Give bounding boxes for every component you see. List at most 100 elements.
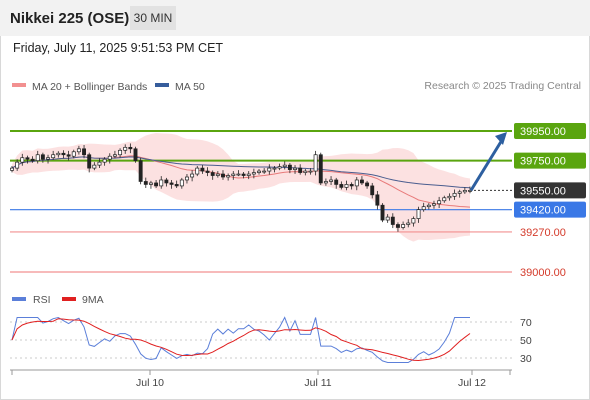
candle-body: [210, 172, 215, 176]
candle-body: [118, 149, 123, 156]
candle-body: [293, 167, 297, 170]
candle-body: [390, 216, 395, 225]
candle-body: [71, 151, 76, 157]
candle-body: [272, 167, 277, 170]
candle-body: [262, 170, 267, 173]
level-label-39270: 39270.00: [520, 227, 566, 239]
candle-body: [452, 192, 457, 197]
candle-body: [426, 204, 431, 208]
research-credit: Research © 2025 Trading Central: [424, 80, 581, 92]
candle-body: [344, 184, 349, 188]
candle-body: [318, 154, 323, 184]
candle-body: [329, 179, 334, 182]
candle-body: [25, 157, 30, 160]
candle-body: [277, 166, 282, 169]
candle-body: [437, 200, 442, 205]
candle-body: [323, 181, 328, 184]
header-bar: Nikkei 225 (OSE) 30 MIN: [0, 0, 590, 36]
candle-body: [148, 182, 153, 185]
legend-label-ma50: MA 50: [175, 81, 205, 93]
timestamp: Friday, July 11, 2025 9:51:53 PM CET: [13, 41, 224, 55]
candle-body: [246, 173, 251, 176]
legend-label-ma20: MA 20 + Bollinger Bands: [32, 81, 147, 93]
legend-label-rsi: RSI: [33, 294, 51, 306]
level-label-39420-bg: [514, 201, 586, 218]
candle-body: [313, 154, 318, 172]
level-label-39750-bg: [514, 152, 586, 169]
level-label-39550: 39550.00: [520, 185, 566, 197]
candle-body: [97, 161, 102, 166]
candle-body: [282, 164, 287, 167]
level-label-39550-bg: [514, 182, 586, 199]
candle-body: [303, 170, 308, 173]
candle-body: [380, 204, 385, 221]
candle-body: [468, 190, 472, 192]
legend-swatch-ma50: [155, 83, 169, 87]
candle-body: [251, 172, 256, 175]
candle-body: [447, 195, 452, 199]
candle-body: [87, 154, 92, 169]
level-label-39000: 39000.00: [520, 267, 566, 279]
candle-body: [308, 170, 313, 173]
candle-body: [339, 184, 344, 188]
candle-body: [82, 148, 86, 156]
rsi-ma-line: [11, 318, 471, 362]
candle-body: [20, 157, 25, 163]
x-tick-jul-11: Jul 11: [304, 377, 331, 389]
candle-body: [76, 148, 81, 153]
candle-body: [107, 155, 112, 160]
instrument-title: Nikkei 225 (OSE): [10, 10, 130, 27]
candle-body: [174, 184, 179, 187]
projection-arrow: [469, 139, 504, 192]
candle-body: [56, 152, 61, 156]
candle-body: [215, 173, 220, 176]
candle-body: [40, 154, 45, 160]
candle-body: [349, 184, 354, 187]
candle-body: [133, 148, 138, 162]
timeframe-badge[interactable]: 30 MIN: [130, 6, 176, 30]
rsi-tick-50: 50: [520, 335, 532, 347]
candle-body: [267, 167, 272, 172]
level-label-39420: 39420.00: [520, 205, 566, 217]
candle-body: [401, 224, 406, 228]
candle-body: [406, 222, 411, 225]
candle-body: [159, 179, 164, 187]
candle-body: [128, 146, 133, 150]
candle-body: [61, 152, 66, 156]
candle-body: [432, 203, 436, 206]
candle-body: [154, 182, 159, 187]
candle-body: [375, 194, 380, 206]
candle-body: [365, 182, 370, 187]
candle-body: [102, 158, 107, 163]
candle-body: [179, 179, 184, 187]
candle-body: [236, 173, 241, 176]
candle-body: [195, 167, 200, 175]
candle-body: [416, 209, 421, 219]
candle-body: [298, 167, 303, 173]
candle-body: [123, 146, 128, 151]
candle-body: [462, 190, 467, 193]
candle-body: [143, 181, 148, 185]
candle-body: [411, 218, 416, 224]
rsi-line: [11, 316, 470, 363]
candle-body: [35, 154, 40, 162]
candle-body: [205, 170, 210, 173]
candle-body: [15, 161, 20, 169]
candle-body: [10, 167, 14, 171]
candle-body: [200, 167, 205, 172]
candle-body: [185, 176, 189, 181]
candle-body: [421, 206, 426, 211]
candle-body: [164, 179, 169, 184]
level-label-39950: 39950.00: [520, 126, 566, 138]
candle-body: [442, 197, 447, 202]
candle-body: [385, 216, 390, 221]
candle-body: [51, 154, 56, 159]
candle-body: [396, 224, 400, 228]
legend-label-9ma: 9MA: [82, 294, 104, 306]
candle-body: [221, 173, 225, 178]
candle-body: [241, 173, 246, 176]
candle-body: [66, 154, 71, 157]
candle-body: [334, 179, 339, 185]
candle-body: [226, 175, 231, 178]
